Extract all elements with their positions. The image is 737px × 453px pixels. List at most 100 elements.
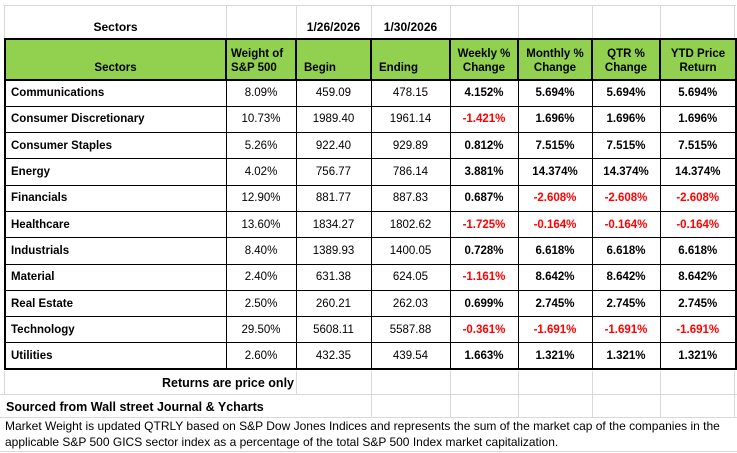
ending-date-label[interactable]: 1/30/2026 [383,20,438,34]
ending-cell[interactable]: 439.54 [370,342,451,370]
begin-cell[interactable]: 1834.27 [295,210,372,239]
monthly-change-cell[interactable]: -2.608% [517,184,593,212]
qtr-change-cell[interactable]: -1.691% [591,316,661,344]
begin-cell[interactable]: 5608.11 [295,316,372,344]
ytd-change-cell[interactable]: 6.618% [659,237,737,265]
begin-cell[interactable]: 432.35 [295,342,372,370]
weekly-change-cell[interactable]: 0.687% [449,184,519,212]
header-begin[interactable]: Begin [295,38,372,81]
ytd-change-cell[interactable]: 1.321% [659,342,737,370]
begin-cell[interactable]: 1989.40 [295,105,372,134]
sector-name-cell[interactable]: Consumer Discretionary [4,105,227,134]
begin-date-label[interactable]: 1/26/2026 [306,20,361,34]
ytd-change-cell[interactable]: 2.745% [659,289,737,318]
qtr-change-cell[interactable]: 6.618% [591,237,661,265]
weekly-change-cell[interactable]: 3.881% [449,158,519,186]
sector-name-cell[interactable]: Material [4,263,227,291]
monthly-change-cell[interactable]: 8.642% [517,263,593,291]
begin-cell[interactable]: 631.38 [295,263,372,291]
ending-cell[interactable]: 5587.88 [370,316,451,344]
ending-cell[interactable]: 786.14 [370,158,451,186]
ytd-change-cell[interactable]: -2.608% [659,184,737,212]
ytd-change-cell[interactable]: -0.164% [659,210,737,239]
sector-name-cell[interactable]: Healthcare [4,210,227,239]
weight-cell[interactable]: 2.40% [225,263,297,291]
weekly-change-cell[interactable]: -0.361% [449,316,519,344]
weekly-change-cell[interactable]: -1.725% [449,210,519,239]
weight-cell[interactable]: 8.40% [225,237,297,265]
sector-name-cell[interactable]: Communications [4,79,227,107]
qtr-change-cell[interactable]: -0.164% [591,210,661,239]
weight-cell[interactable]: 13.60% [225,210,297,239]
weekly-change-cell[interactable]: 1.663% [449,342,519,370]
ytd-change-cell[interactable]: 5.694% [659,79,737,107]
begin-cell[interactable]: 756.77 [295,158,372,186]
qtr-change-cell[interactable]: 1.696% [591,105,661,134]
weekly-change-cell[interactable]: -1.161% [449,263,519,291]
ending-cell[interactable]: 1400.05 [370,237,451,265]
header-weight[interactable]: Weight of S&P 500 [225,38,297,81]
ending-cell[interactable]: 1802.62 [370,210,451,239]
header-qtr-change[interactable]: QTR % Change [591,38,661,81]
qtr-change-cell[interactable]: 8.642% [591,263,661,291]
ytd-change-cell[interactable]: -1.691% [659,316,737,344]
weekly-change-cell[interactable]: 0.812% [449,132,519,160]
ytd-change-cell[interactable]: 1.696% [659,105,737,134]
qtr-change-cell[interactable]: 5.694% [591,79,661,107]
begin-cell[interactable]: 260.21 [295,289,372,318]
monthly-change-cell[interactable]: 7.515% [517,132,593,160]
monthly-change-cell[interactable]: -0.164% [517,210,593,239]
sector-name-cell[interactable]: Technology [4,316,227,344]
sector-name-cell[interactable]: Consumer Staples [4,132,227,160]
weekly-change-cell[interactable]: 4.152% [449,79,519,107]
monthly-change-cell[interactable]: 6.618% [517,237,593,265]
monthly-change-cell[interactable]: 2.745% [517,289,593,318]
header-monthly-change[interactable]: Monthly % Change [517,38,593,81]
weight-cell[interactable]: 29.50% [225,316,297,344]
sector-name-cell[interactable]: Industrials [4,237,227,265]
weekly-change-cell[interactable]: 0.728% [449,237,519,265]
qtr-change-cell[interactable]: 1.321% [591,342,661,370]
weekly-change-cell[interactable]: 0.699% [449,289,519,318]
weight-cell[interactable]: 10.73% [225,105,297,134]
monthly-change-cell[interactable]: 1.696% [517,105,593,134]
monthly-change-cell[interactable]: 1.321% [517,342,593,370]
sector-name-cell[interactable]: Real Estate [4,289,227,318]
header-weekly-change[interactable]: Weekly % Change [449,38,519,81]
qtr-change-cell[interactable]: 7.515% [591,132,661,160]
weight-cell[interactable]: 5.26% [225,132,297,160]
begin-cell[interactable]: 881.77 [295,184,372,212]
weight-cell[interactable]: 4.02% [225,158,297,186]
ytd-change-cell[interactable]: 8.642% [659,263,737,291]
monthly-change-cell[interactable]: 14.374% [517,158,593,186]
header-ytd-return[interactable]: YTD Price Return [659,38,737,81]
begin-cell[interactable]: 1389.93 [295,237,372,265]
weight-cell[interactable]: 2.60% [225,342,297,370]
ytd-change-cell[interactable]: 14.374% [659,158,737,186]
qtr-change-cell[interactable]: 14.374% [591,158,661,186]
monthly-change-cell[interactable]: -1.691% [517,316,593,344]
ending-cell[interactable]: 887.83 [370,184,451,212]
qtr-change-cell[interactable]: 2.745% [591,289,661,318]
ending-cell[interactable]: 929.89 [370,132,451,160]
ending-cell[interactable]: 478.15 [370,79,451,107]
sector-name-cell[interactable]: Energy [4,158,227,186]
weekly-change-cell[interactable]: -1.421% [449,105,519,134]
ending-cell[interactable]: 1961.14 [370,105,451,134]
weight-cell[interactable]: 12.90% [225,184,297,212]
ytd-change-cell[interactable]: 7.515% [659,132,737,160]
top-sectors-label[interactable]: Sectors [93,20,138,34]
sector-name-cell[interactable]: Financials [4,184,227,212]
header-sectors[interactable]: Sectors [4,38,227,81]
qtr-change-cell[interactable]: -2.608% [591,184,661,212]
ending-cell[interactable]: 624.05 [370,263,451,291]
gridline [296,5,297,38]
ending-cell[interactable]: 262.03 [370,289,451,318]
monthly-change-cell[interactable]: 5.694% [517,79,593,107]
begin-cell[interactable]: 459.09 [295,79,372,107]
begin-cell[interactable]: 922.40 [295,132,372,160]
sector-name-cell[interactable]: Utilities [4,342,227,370]
header-ending[interactable]: Ending [370,38,451,81]
weight-cell[interactable]: 8.09% [225,79,297,107]
weight-cell[interactable]: 2.50% [225,289,297,318]
